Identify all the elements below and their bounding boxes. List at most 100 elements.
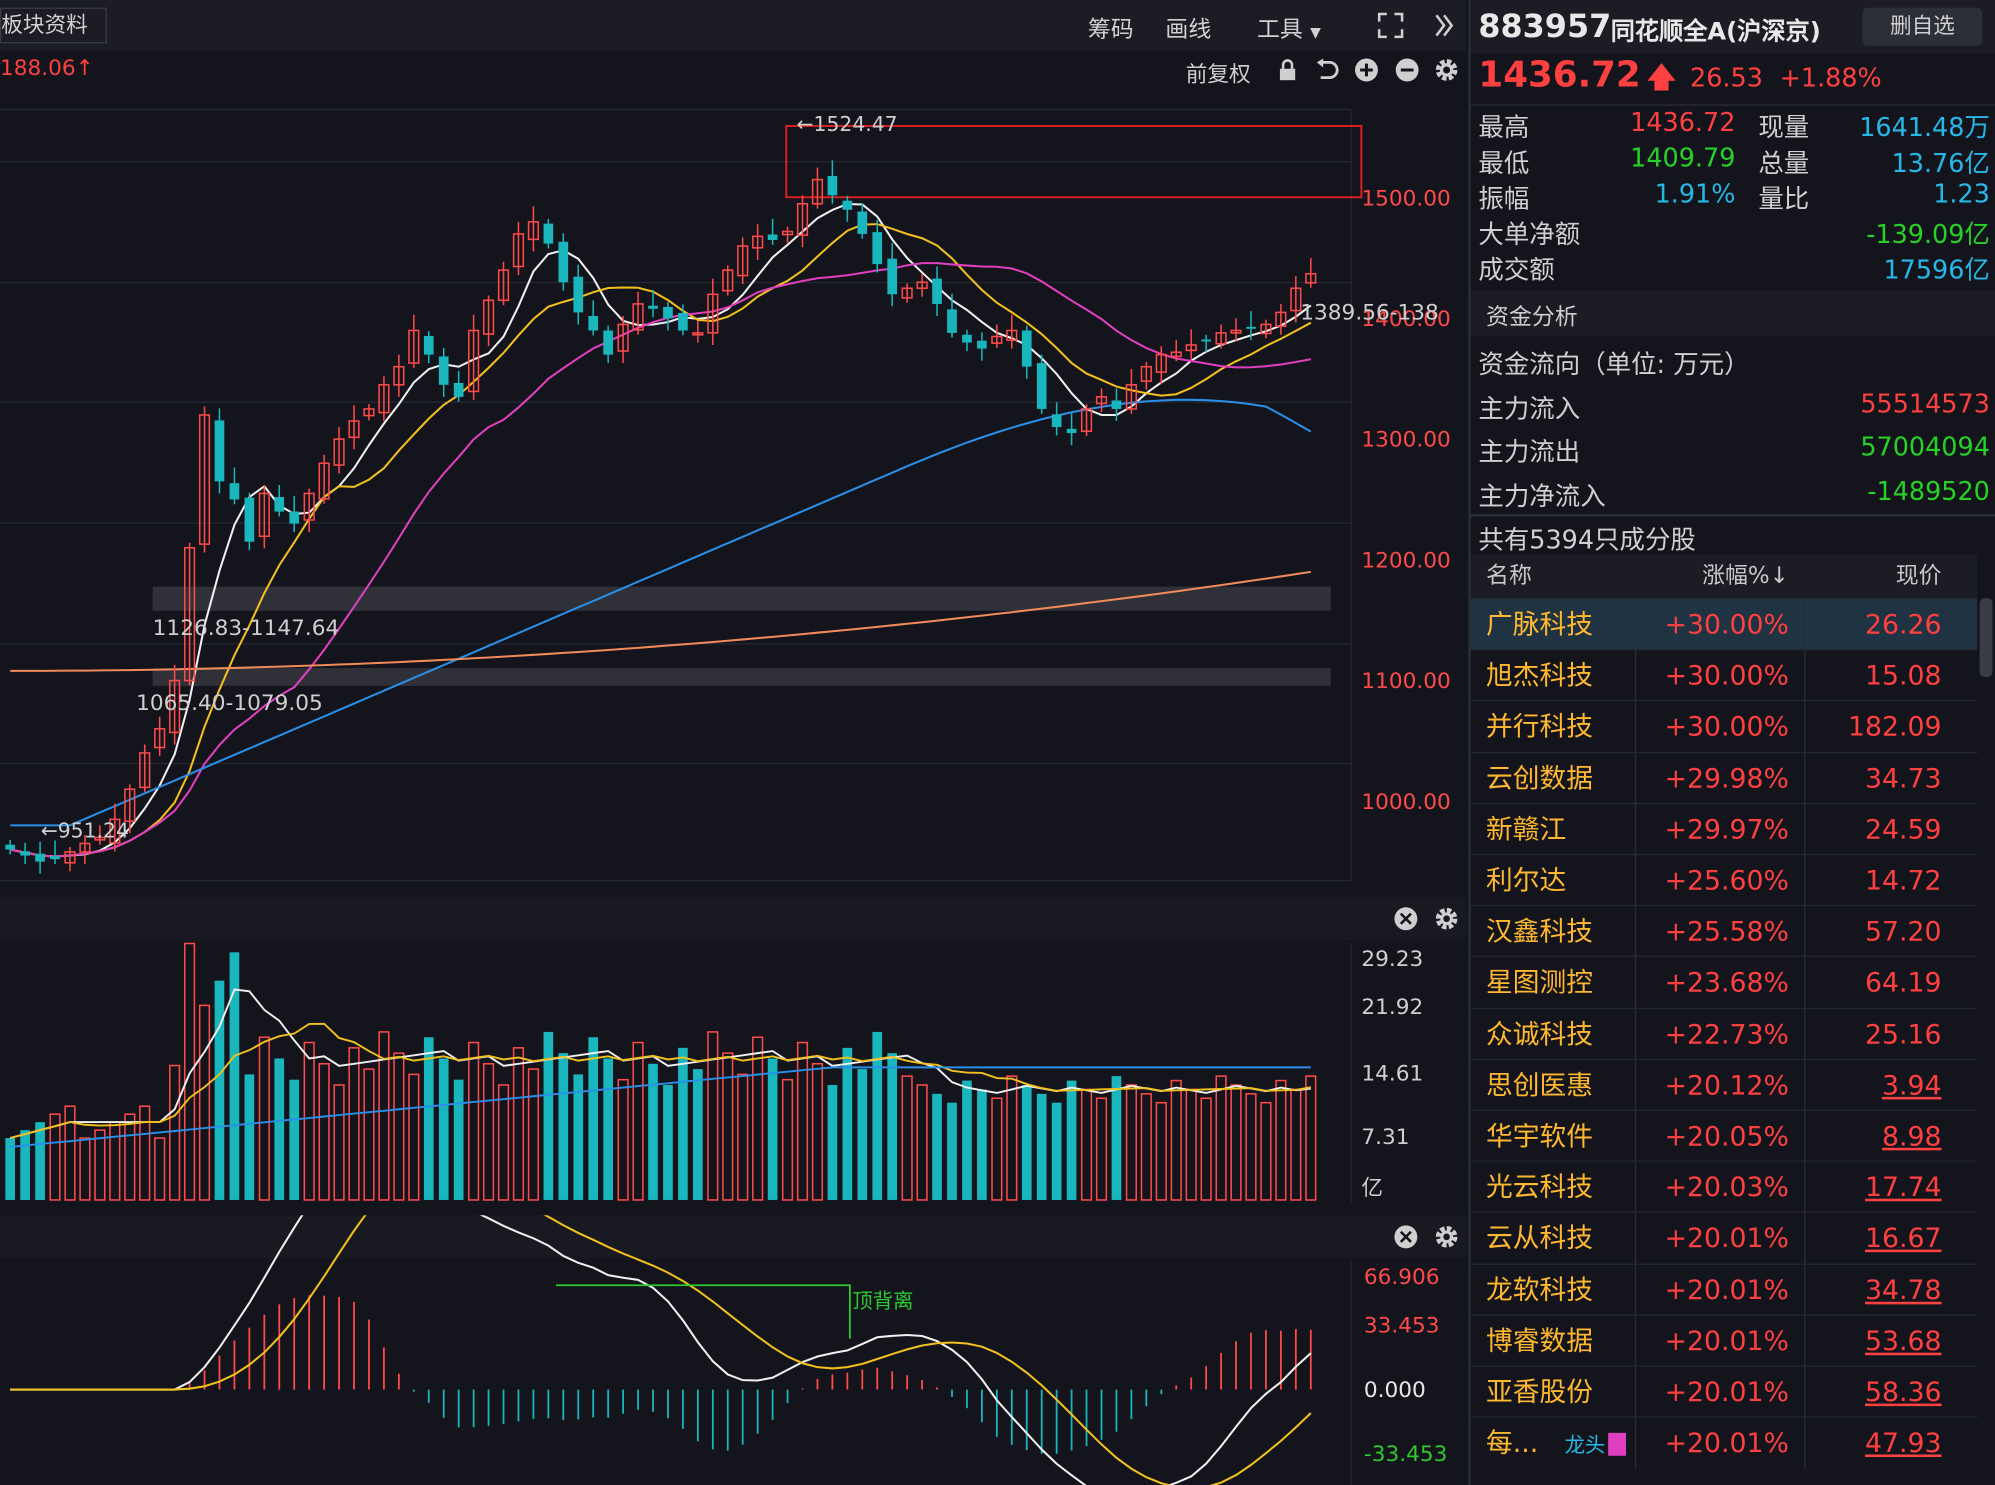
volume-bar [947,1102,957,1200]
stat-label: 量比 [1758,183,1810,214]
volume-bar [94,1129,106,1201]
stock-price: 47.93 [1865,1427,1942,1459]
candle-body [617,323,629,352]
candle-body [378,384,390,414]
stock-name: 众诚科技 [1471,1008,1637,1060]
stock-price: 14.72 [1865,865,1942,896]
table-row[interactable]: 众诚科技 +22.73% 25.16 [1470,1007,1978,1060]
volume-bar [512,1047,525,1201]
table-row[interactable]: 并行科技 +30.00% 182.09 [1470,700,1978,753]
fund-label: 主力流入 [1478,393,1581,424]
column-header-pct[interactable]: 涨幅%↓ [1702,562,1789,590]
volume-tick-label: 29.23 [1361,947,1423,972]
remove-watchlist-button[interactable]: 删自选 [1862,7,1983,46]
tools-menu[interactable]: 工具 ▼ [1257,16,1321,44]
table-row[interactable]: 云从科技 +20.01% 16.67 [1470,1211,1978,1265]
fund-subtitle: 资金流向（单位: 万元） [1478,348,1750,380]
candle-body [811,178,824,205]
divergence-box [555,1284,851,1339]
stock-change-pct: +20.01% [1637,1213,1806,1265]
table-row[interactable]: 旭杰科技 +30.00% 15.08 [1470,649,1978,702]
fullscreen-icon[interactable] [1377,11,1405,39]
macd-chart[interactable]: 顶背离 66.906 33.453 0.000 -33.453 [0,1215,1466,1485]
table-row[interactable]: 每... 龙头 +20.01% 47.93 [1470,1416,1978,1469]
candle-body [707,293,719,334]
candle-body [1095,396,1108,405]
table-row[interactable]: 龙软科技 +20.01% 34.78 [1470,1263,1978,1316]
table-row[interactable]: 亚香股份 +20.01% 58.36 [1470,1365,1978,1418]
sector-info-button[interactable]: 板块资料 [0,7,107,44]
volume-bar [333,1084,345,1201]
stock-change-pct: +30.00% [1637,701,1806,753]
price-change: 26.53 [1690,62,1763,93]
close-pane-icon[interactable] [1394,907,1418,931]
table-row[interactable]: 汉鑫科技 +25.58% 57.20 [1470,904,1978,958]
candle-body [348,420,360,439]
zoom-out-icon[interactable] [1393,56,1421,84]
collapse-icon[interactable] [1430,11,1458,39]
fund-row: 主力流入 55514573 [1471,388,1995,424]
volume-bar [214,980,225,1200]
close-pane-icon[interactable] [1394,1225,1418,1249]
table-scrollbar[interactable] [1979,598,1993,677]
table-row[interactable]: 光云科技 +20.03% 17.74 [1470,1160,1978,1213]
candle-body [154,728,166,749]
candle-body [796,202,809,236]
volume-axis: 29.23 21.92 14.61 7.31 亿 [1361,947,1423,1201]
candle-body [139,752,151,789]
gear-icon[interactable] [1433,56,1461,84]
volume-chart[interactable]: 29.23 21.92 14.61 7.31 亿 [0,897,1466,1209]
candle-body [573,276,584,313]
candle-body [1260,323,1272,335]
volume-bar [857,1069,868,1200]
price-chart[interactable]: 1500.00 1400.00 1300.00 1200.00 1100.00 1000.… [0,89,1466,891]
column-header-price[interactable]: 现价 [1895,562,1942,590]
table-row[interactable]: 云创数据 +29.98% 34.73 [1470,751,1978,804]
table-row[interactable]: 新赣江 +29.97% 24.59 [1470,802,1978,855]
candle-body [258,492,270,538]
lock-icon[interactable] [1274,56,1302,84]
volume-bar [827,1084,838,1200]
volume-bar [767,1058,778,1200]
chart-subtoolbar: 188.06↑ 前复权 [0,51,1466,89]
volume-bar [648,1063,658,1200]
gear-icon[interactable] [1435,907,1458,930]
volume-bar [497,1084,510,1201]
price-tick-label: 1200.00 [1361,548,1450,573]
table-row[interactable]: 利尔达 +25.60% 14.72 [1470,853,1978,907]
volume-tick-label: 14.61 [1361,1061,1423,1086]
support-band-1 [152,586,1331,611]
adjust-mode-button[interactable]: 前复权 [1185,62,1251,88]
vol-ma60-line [10,1066,1311,1148]
draw-line-button[interactable]: 画线 [1165,16,1212,44]
undo-icon[interactable] [1313,56,1341,84]
chips-button[interactable]: 筹码 [1087,16,1134,44]
column-header-name[interactable]: 名称 [1486,562,1532,590]
volume-bar [901,1075,913,1201]
table-row[interactable]: 博睿数据 +20.01% 53.68 [1470,1314,1978,1367]
table-row[interactable]: 思创医惠 +20.12% 3.94 [1470,1058,1978,1111]
candle-body [1185,344,1197,352]
stock-change-pct: +30.00% [1637,599,1806,651]
table-row[interactable]: 星图测控 +23.68% 64.19 [1470,956,1978,1009]
candle-body [1066,428,1077,434]
stat-label: 最高 [1478,111,1530,143]
stock-price: 58.36 [1865,1376,1942,1408]
volume-bar [617,1078,629,1201]
price-tick-label: 1100.00 [1361,669,1450,694]
candle-body [393,365,405,386]
table-row[interactable]: 广脉科技 +30.00% 26.26 [1470,598,1978,651]
volume-bar [1200,1097,1212,1201]
candle-body [1170,351,1182,358]
stat-value: 1409.79 [1630,142,1736,174]
price-line: 1436.72 🡅 26.53 +1.88% [1478,53,1881,101]
candle-body [438,356,449,385]
stock-name: 华宇软件 [1471,1110,1637,1162]
candle-body [543,223,554,244]
candle-body [453,382,464,397]
table-row[interactable]: 华宇软件 +20.05% 8.98 [1470,1109,1978,1162]
zoom-in-icon[interactable] [1352,56,1380,84]
candle-body [468,329,480,393]
volume-bar [962,1080,972,1200]
fund-analysis-header[interactable]: 资金分析 [1470,290,1995,336]
